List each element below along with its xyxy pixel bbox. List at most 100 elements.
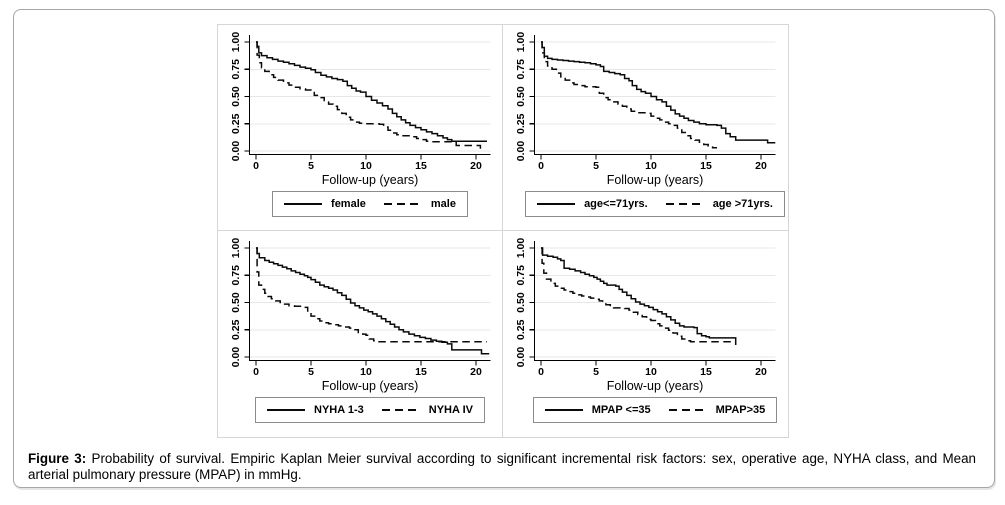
x-axis-label: Follow-up (years) [321, 379, 419, 393]
legend-label: age<=71yrs. [584, 198, 648, 210]
y-tick-label: 0.75 [230, 59, 242, 80]
figure-caption-text: Probability of survival. Empiric Kaplan … [28, 451, 976, 482]
km-curve-dashed [256, 247, 487, 343]
legend-box: age<=71yrs. age >71yrs. [525, 191, 785, 217]
figure-caption-label: Figure 3: [28, 451, 87, 466]
x-tick-label: 20 [470, 160, 482, 172]
x-tick-label: 15 [415, 366, 427, 378]
x-axis-ticks: 0 5 10 15 20 [538, 360, 767, 378]
km-plot-svg: 0.00 0.25 0.50 0.75 1.00 0 5 10 15 20 [515, 238, 776, 378]
legend-box: MPAP <=35 MPAP>35 [532, 397, 778, 423]
y-tick-label: 1.00 [515, 32, 527, 53]
km-plot-sex: 0.00 0.25 0.50 0.75 1.00 0 5 10 15 20 [218, 25, 503, 231]
y-tick-label: 0.50 [515, 292, 527, 313]
x-tick-label: 10 [645, 160, 657, 172]
x-axis-label: Follow-up (years) [606, 379, 704, 393]
x-tick-label: 5 [308, 160, 314, 172]
legend-label: age >71yrs. [712, 198, 773, 210]
y-tick-label: 1.00 [515, 238, 527, 259]
x-axis-ticks: 0 5 10 15 20 [253, 360, 482, 378]
legend-sex: female male [249, 191, 491, 217]
legend-entry: MPAP>35 [668, 404, 766, 416]
x-tick-label: 0 [538, 160, 544, 172]
x-tick-label: 10 [360, 160, 372, 172]
legend-entry: NYHA 1-3 [267, 404, 364, 416]
y-tick-label: 0.75 [230, 265, 242, 286]
x-axis-ticks: 0 5 10 15 20 [538, 154, 767, 172]
legend-entry: age<=71yrs. [537, 198, 648, 210]
x-tick-label: 10 [360, 366, 372, 378]
y-tick-label: 0.50 [515, 86, 527, 107]
legend-box: female male [272, 191, 468, 217]
x-axis-label: Follow-up (years) [606, 173, 704, 187]
panel-sex: 0.00 0.25 0.50 0.75 1.00 0 5 10 15 20 Follow-up (… [218, 25, 503, 231]
x-tick-label: 5 [593, 366, 599, 378]
legend-label: MPAP <=35 [591, 404, 651, 416]
solid-line-sample [537, 203, 576, 205]
km-curve-solid [541, 247, 737, 345]
y-tick-label: 0.25 [230, 113, 242, 134]
solid-line-sample [544, 409, 583, 411]
legend-label: male [430, 198, 456, 210]
dashed-line-sample [383, 203, 422, 205]
km-curve-solid [256, 41, 487, 142]
km-curve-solid [256, 247, 490, 355]
legend-label: MPAP>35 [715, 404, 766, 416]
x-tick-label: 0 [538, 366, 544, 378]
y-tick-label: 0.75 [515, 265, 527, 286]
km-curve-dashed [541, 41, 717, 149]
y-tick-label: 0.25 [515, 113, 527, 134]
km-plot-nyha: 0.00 0.25 0.50 0.75 1.00 0 5 10 15 20 [218, 231, 503, 437]
x-tick-label: 5 [308, 366, 314, 378]
legend-box: NYHA 1-3 NYHA IV [255, 397, 485, 423]
y-tick-label: 1.00 [230, 238, 242, 259]
legend-entry: male [383, 198, 456, 210]
x-tick-label: 15 [700, 366, 712, 378]
x-tick-label: 5 [593, 160, 599, 172]
y-tick-label: 0.00 [515, 141, 527, 162]
x-tick-label: 10 [645, 366, 657, 378]
x-tick-label: 15 [415, 160, 427, 172]
y-axis-ticks: 0.00 0.25 0.50 0.75 1.00 [515, 32, 535, 162]
km-plot-svg: 0.00 0.25 0.50 0.75 1.00 0 5 10 15 20 [230, 32, 491, 172]
panel-mpap: 0.00 0.25 0.50 0.75 1.00 0 5 10 15 20 Follow-up (… [503, 231, 788, 437]
figure-frame: 0.00 0.25 0.50 0.75 1.00 0 5 10 15 20 Follow-up (… [13, 9, 995, 488]
km-panels-grid: 0.00 0.25 0.50 0.75 1.00 0 5 10 15 20 Follow-up (… [217, 24, 789, 438]
km-plot-svg: 0.00 0.25 0.50 0.75 1.00 0 5 10 15 20 [230, 238, 491, 378]
x-tick-label: 20 [470, 366, 482, 378]
y-tick-label: 0.75 [515, 59, 527, 80]
km-curve-solid [541, 41, 776, 144]
km-plot-svg: 0.00 0.25 0.50 0.75 1.00 0 5 10 15 20 [515, 32, 776, 172]
legend-entry: age >71yrs. [665, 198, 773, 210]
km-curve-dashed [256, 41, 482, 149]
km-curve-dashed [541, 247, 736, 343]
legend-entry: MPAP <=35 [544, 404, 651, 416]
dashed-line-sample [665, 203, 704, 205]
y-tick-label: 0.25 [230, 319, 242, 340]
legend-label: NYHA 1-3 [314, 404, 364, 416]
km-plot-age: 0.00 0.25 0.50 0.75 1.00 0 5 10 15 20 [503, 25, 788, 231]
y-tick-label: 1.00 [230, 32, 242, 53]
legend-entry: NYHA IV [381, 404, 473, 416]
y-tick-label: 0.50 [230, 86, 242, 107]
km-plot-mpap: 0.00 0.25 0.50 0.75 1.00 0 5 10 15 20 [503, 231, 788, 437]
y-tick-label: 0.00 [230, 141, 242, 162]
gridlines [535, 247, 776, 358]
solid-line-sample [267, 409, 306, 411]
y-axis-ticks: 0.00 0.25 0.50 0.75 1.00 [230, 32, 250, 162]
axes [248, 35, 491, 156]
dashed-line-sample [381, 409, 420, 411]
x-axis-ticks: 0 5 10 15 20 [253, 154, 482, 172]
legend-mpap: MPAP <=35 MPAP>35 [532, 397, 778, 423]
y-axis-ticks: 0.00 0.25 0.50 0.75 1.00 [515, 238, 535, 367]
x-tick-label: 0 [253, 366, 259, 378]
legend-age: age<=71yrs. age >71yrs. [525, 191, 785, 217]
figure-caption: Figure 3: Probability of survival. Empir… [28, 451, 976, 482]
axes [533, 241, 776, 362]
x-tick-label: 20 [755, 366, 767, 378]
gridlines [535, 41, 776, 152]
x-axis-label: Follow-up (years) [321, 173, 419, 187]
x-tick-label: 20 [755, 160, 767, 172]
y-tick-label: 0.25 [515, 319, 527, 340]
y-tick-label: 0.50 [230, 292, 242, 313]
